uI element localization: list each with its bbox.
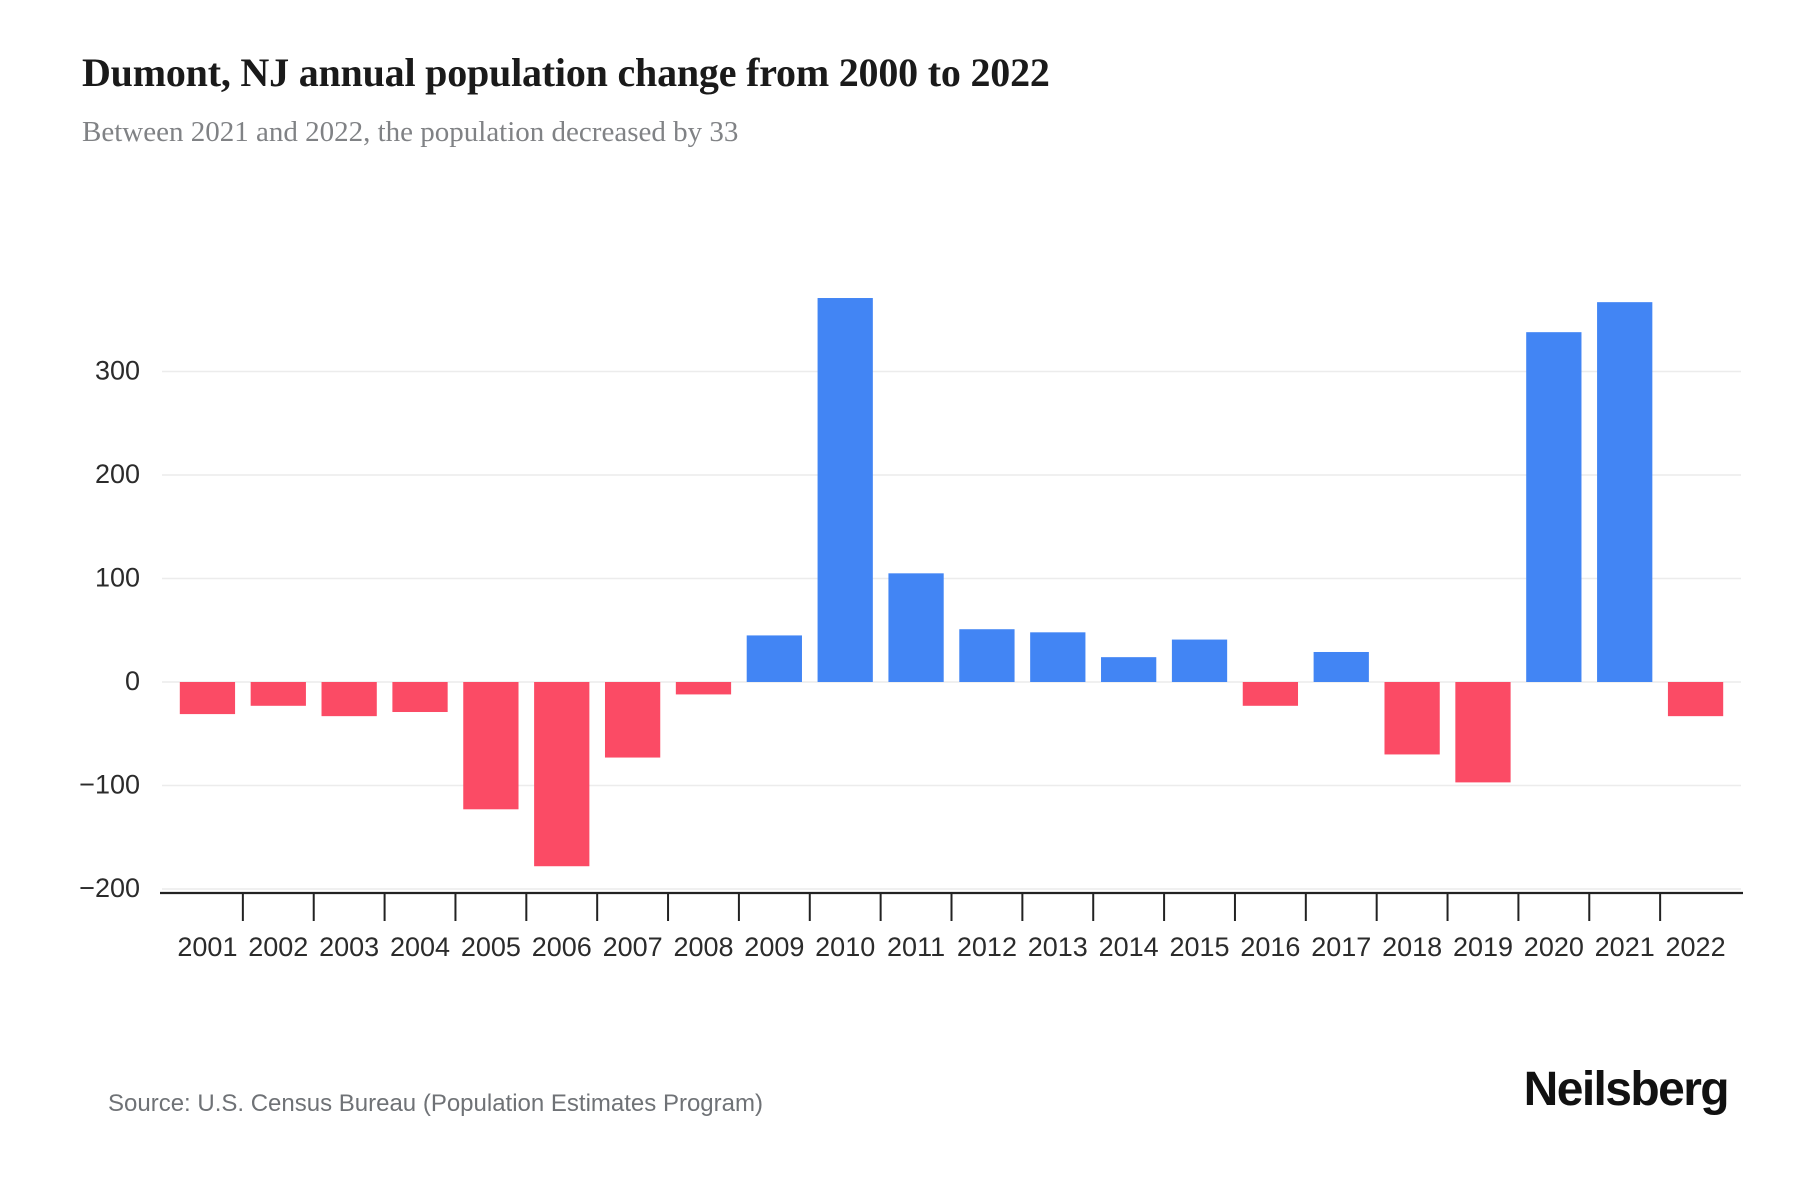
x-tick-label-2017: 2017	[1311, 932, 1371, 962]
bar-2022[interactable]	[1667, 682, 1724, 717]
x-tick-label-2011: 2011	[887, 932, 945, 962]
x-tick-label-2022: 2022	[1666, 932, 1726, 962]
x-tick-label-2006: 2006	[532, 932, 592, 962]
x-tick-label-2021: 2021	[1595, 932, 1655, 962]
bar-2015[interactable]	[1171, 639, 1228, 682]
bars-group	[179, 298, 1724, 867]
x-tick-label-2007: 2007	[603, 932, 663, 962]
bar-2012[interactable]	[959, 629, 1015, 682]
x-tick-label-2016: 2016	[1240, 932, 1300, 962]
x-tick-labels-group: 2001 2002 2003 2004 2005 2006 2007 2008 2009 2010…	[177, 932, 1725, 962]
y-tick-label: −100	[79, 770, 140, 800]
x-tick-label-2019: 2019	[1453, 932, 1513, 962]
bar-2001[interactable]	[179, 682, 236, 715]
x-tick-label-2003: 2003	[319, 932, 379, 962]
x-tick-label-2009: 2009	[744, 932, 804, 962]
y-tick-label: 200	[95, 459, 140, 489]
neilsberg-logo: Neilsberg	[1523, 1063, 1730, 1116]
bar-2018[interactable]	[1384, 682, 1440, 755]
bar-2008[interactable]	[675, 682, 732, 695]
x-tick-label-2015: 2015	[1169, 932, 1229, 962]
bar-2007[interactable]	[604, 682, 661, 758]
bar-2016[interactable]	[1242, 682, 1299, 706]
bar-2013[interactable]	[1030, 632, 1086, 682]
y-tick-label: 0	[125, 666, 140, 696]
x-axis-group	[160, 891, 1743, 921]
bar-2004[interactable]	[392, 682, 448, 713]
bar-2005[interactable]	[463, 682, 519, 810]
bar-2021[interactable]	[1597, 302, 1653, 682]
bar-2006[interactable]	[534, 682, 590, 867]
source-caption: Source: U.S. Census Bureau (Population E…	[108, 1090, 763, 1117]
chart-header: Dumont, NJ annual population change from…	[82, 48, 1722, 152]
x-tick-label-2005: 2005	[461, 932, 521, 962]
y-tick-label: 100	[95, 563, 140, 593]
bar-2017[interactable]	[1313, 651, 1369, 682]
bar-2011[interactable]	[888, 573, 944, 682]
chart-subtitle: Between 2021 and 2022, the population de…	[82, 116, 739, 148]
page-title: Dumont, NJ annual population change from…	[82, 50, 1050, 95]
bar-2009[interactable]	[746, 635, 802, 682]
x-tick-label-2010: 2010	[815, 932, 875, 962]
x-tick-label-2001: 2001	[177, 932, 237, 962]
x-tick-label-2012: 2012	[957, 932, 1017, 962]
y-tick-label: 300	[95, 356, 140, 386]
x-tick-label-2008: 2008	[673, 932, 733, 962]
x-tick-label-2004: 2004	[390, 932, 450, 962]
gridlines-group	[162, 370, 1741, 890]
x-tick-label-2014: 2014	[1099, 932, 1159, 962]
bar-2020[interactable]	[1526, 332, 1582, 682]
bar-2019[interactable]	[1455, 682, 1511, 783]
bar-2014[interactable]	[1101, 657, 1157, 682]
x-tick-label-2013: 2013	[1028, 932, 1088, 962]
y-tick-label: −200	[79, 873, 140, 903]
x-tick-label-2002: 2002	[248, 932, 308, 962]
x-tick-label-2020: 2020	[1524, 932, 1584, 962]
x-tick-label-2018: 2018	[1382, 932, 1442, 962]
bar-2010[interactable]	[817, 298, 873, 682]
y-tick-labels-group: −200 −100 0 100 200 300	[79, 356, 140, 904]
bar-2003[interactable]	[321, 682, 377, 717]
bar-2002[interactable]	[250, 682, 306, 706]
